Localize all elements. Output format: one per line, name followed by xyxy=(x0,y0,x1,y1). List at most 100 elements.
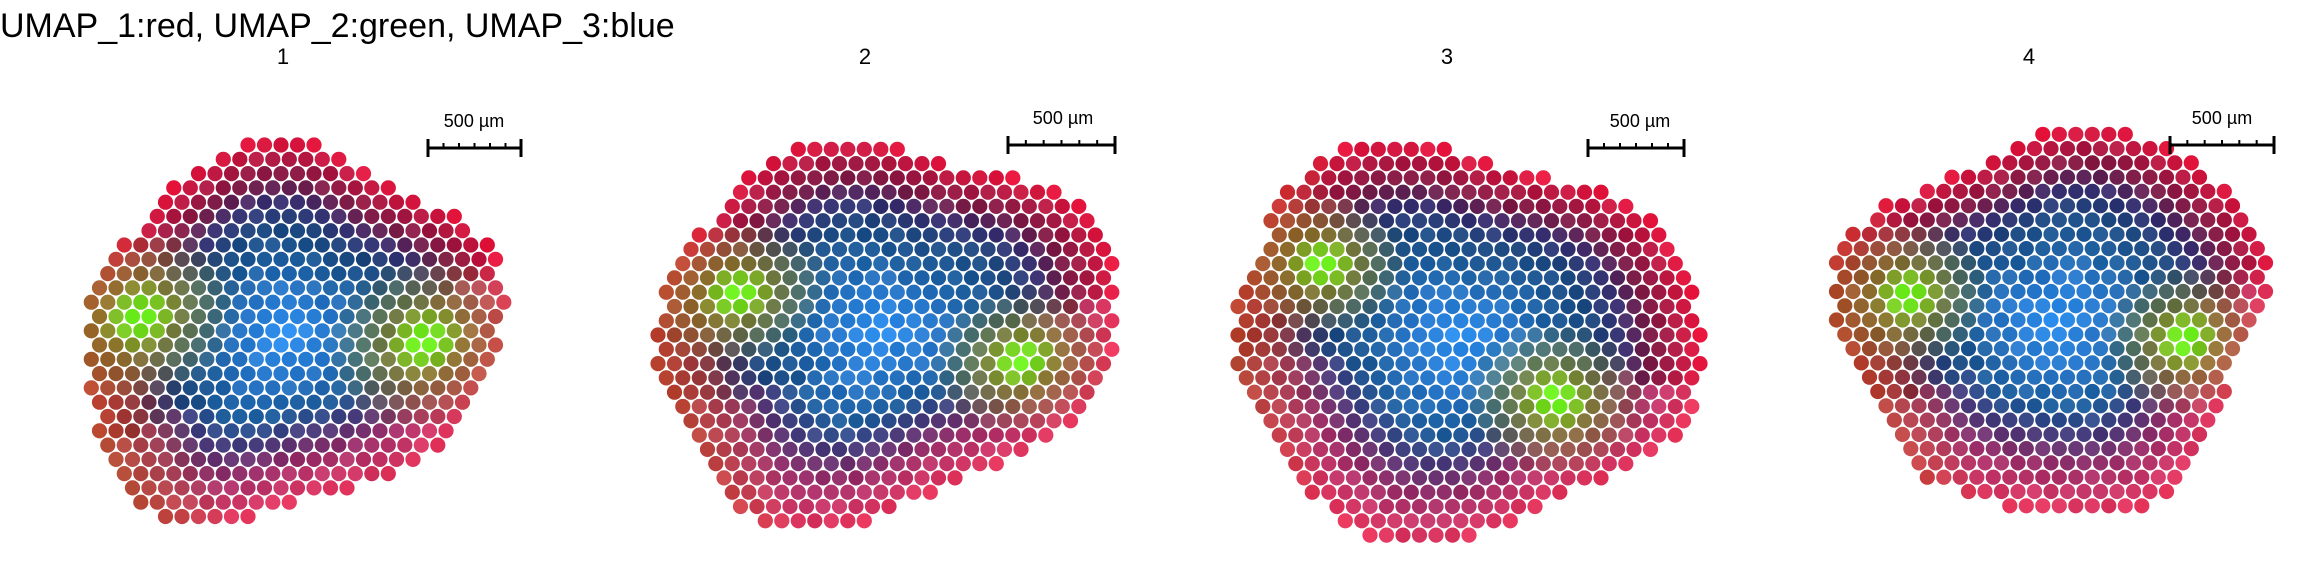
spot xyxy=(873,284,889,300)
spot xyxy=(479,237,495,253)
spot xyxy=(765,441,782,457)
spot xyxy=(1576,298,1593,315)
spot xyxy=(757,427,773,443)
spot xyxy=(691,398,707,415)
spot xyxy=(306,480,322,496)
spot xyxy=(1461,527,1477,543)
spot xyxy=(1054,284,1070,300)
spot xyxy=(2018,498,2034,514)
spot xyxy=(2035,498,2051,514)
spot xyxy=(2191,312,2208,328)
spot xyxy=(1345,298,1362,315)
spot xyxy=(1560,241,1576,257)
spot xyxy=(256,280,273,296)
spot xyxy=(314,437,330,453)
spot xyxy=(2084,212,2100,228)
spot xyxy=(1255,398,1271,415)
spot xyxy=(1878,255,1894,271)
spot xyxy=(281,266,297,282)
spot xyxy=(2167,326,2183,342)
spot xyxy=(347,380,363,396)
spot xyxy=(1054,370,1070,386)
spot xyxy=(1585,198,1601,214)
spot xyxy=(666,327,683,343)
spot xyxy=(223,280,240,296)
spot xyxy=(1345,270,1362,286)
spot xyxy=(1420,284,1436,300)
spot xyxy=(864,441,881,457)
spot xyxy=(2208,341,2224,357)
spot xyxy=(1428,270,1444,286)
spot xyxy=(2026,255,2043,271)
spot xyxy=(1021,198,1037,214)
spot xyxy=(1403,256,1419,272)
spot xyxy=(331,408,347,425)
spot xyxy=(1104,256,1120,272)
spot xyxy=(1601,198,1617,214)
spot xyxy=(281,294,297,310)
spot xyxy=(199,266,215,282)
spot xyxy=(666,356,683,372)
spot xyxy=(1585,370,1601,386)
spot xyxy=(1944,426,1960,442)
spot xyxy=(166,466,182,482)
spot xyxy=(741,341,757,357)
spot xyxy=(1477,441,1494,457)
spot xyxy=(1494,498,1510,515)
spot xyxy=(2183,326,2199,342)
spot xyxy=(1354,341,1370,357)
spot xyxy=(922,313,938,329)
spot xyxy=(273,166,289,182)
spot xyxy=(1378,527,1395,543)
spot xyxy=(1436,256,1452,272)
spot xyxy=(2183,298,2199,314)
spot xyxy=(774,284,790,300)
spot xyxy=(840,284,856,300)
spot xyxy=(1321,284,1337,300)
spot xyxy=(149,437,165,453)
spot xyxy=(1878,369,1894,385)
spot xyxy=(1593,384,1609,400)
spot xyxy=(1420,370,1436,386)
spot xyxy=(897,270,914,286)
spot xyxy=(2191,283,2208,300)
spot xyxy=(265,351,281,367)
spot xyxy=(2167,355,2183,371)
spot xyxy=(215,323,231,339)
spot xyxy=(2051,412,2067,428)
spot xyxy=(2200,269,2216,285)
spot xyxy=(232,294,248,310)
spot xyxy=(182,180,198,196)
spot xyxy=(1469,398,1485,415)
spot xyxy=(765,298,782,315)
spot xyxy=(1403,484,1419,500)
spot xyxy=(306,366,322,382)
spot xyxy=(1337,427,1353,443)
spot xyxy=(831,498,848,515)
spot xyxy=(1461,441,1477,457)
spot xyxy=(1312,356,1329,372)
spot xyxy=(207,366,223,382)
spot xyxy=(2002,412,2018,428)
spot xyxy=(421,308,438,325)
spot xyxy=(2010,169,2026,185)
spot xyxy=(2068,183,2084,199)
spot xyxy=(273,308,289,325)
spot xyxy=(2125,341,2142,357)
spot xyxy=(1029,184,1046,200)
spot xyxy=(1486,398,1502,415)
spot xyxy=(856,313,872,329)
spot xyxy=(124,480,141,496)
spot xyxy=(2167,469,2183,485)
spot xyxy=(1535,313,1551,329)
spot xyxy=(331,380,347,396)
spot xyxy=(1510,298,1527,315)
spot xyxy=(1985,241,2001,257)
spot xyxy=(1005,398,1021,415)
spot xyxy=(1993,369,2010,385)
spot xyxy=(774,341,790,357)
spot xyxy=(988,398,1004,415)
spot xyxy=(1095,241,1112,257)
spot xyxy=(1960,169,1977,185)
spot xyxy=(1903,241,1919,257)
